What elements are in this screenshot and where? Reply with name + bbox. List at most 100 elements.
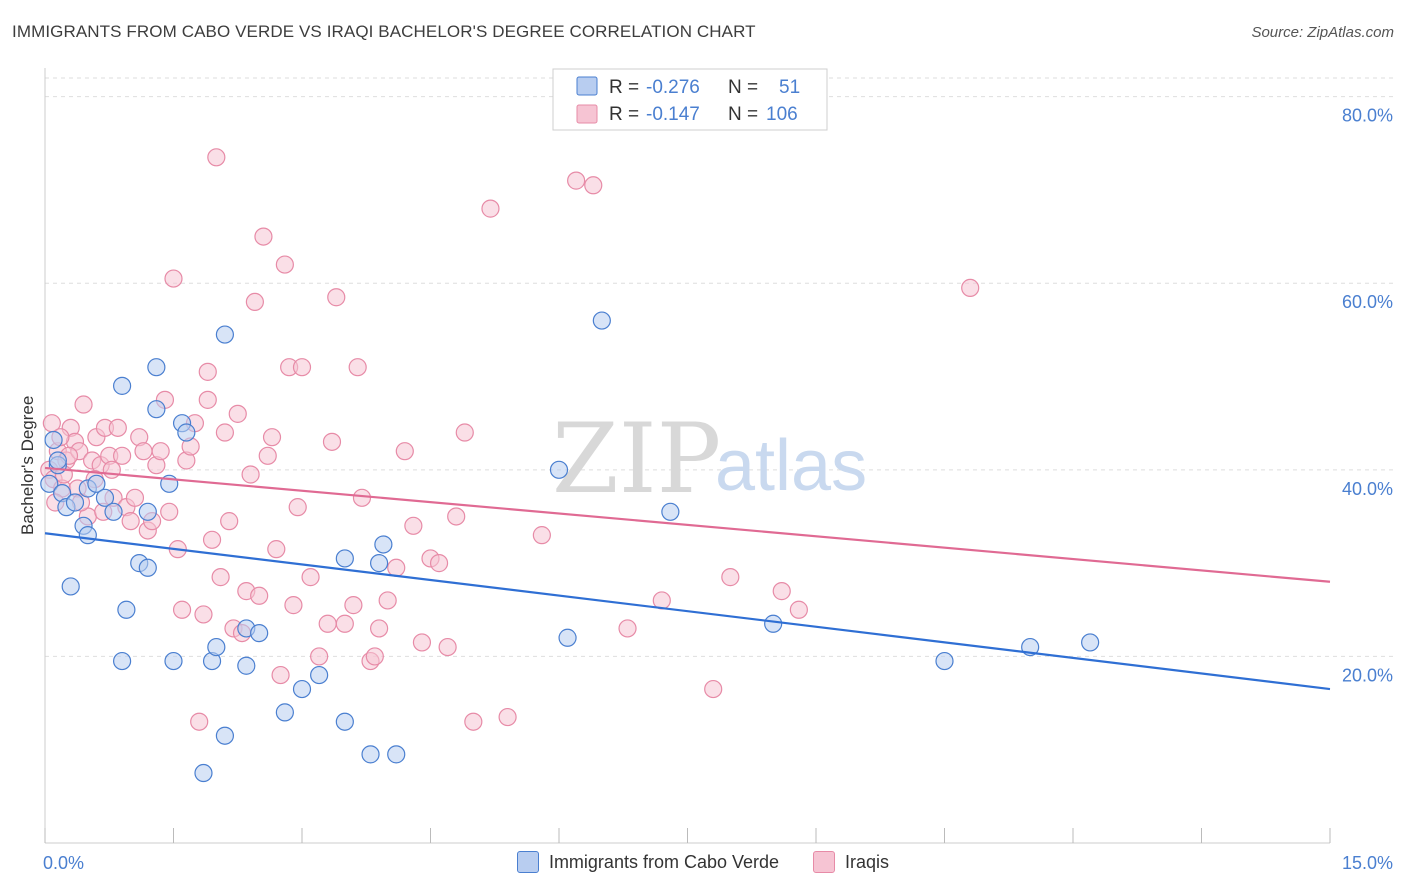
cabo-verde-point [44,430,63,450]
iraqis-point [498,707,517,727]
iraqis-point [262,428,282,447]
cabo-verde-point [48,451,67,470]
cabo-verde-point [661,502,680,521]
iraqis-point [584,176,603,195]
legend-n-label-1: N = [728,77,758,98]
legend-r-label-2: R = [609,104,639,125]
iraqis-point [102,460,121,479]
bottom-legend-item-cabo-verde: Immigrants from Cabo Verde [516,851,780,873]
iraqis-point [211,568,230,587]
iraqis-point [267,540,286,559]
iraqis-point [395,442,414,461]
trend-line-cabo-verde [44,532,1331,691]
iraqis-point [318,614,337,633]
watermark: ZIP atlas [552,403,867,515]
trend-line-iraqis [44,466,1331,583]
iraqis-point [198,362,217,381]
iraqis-point [198,390,217,409]
axes [44,68,1331,844]
iraqis-point [151,442,170,461]
iraqis-point [772,582,791,601]
cabo-verde-point [935,651,954,671]
iraqis-point [404,516,423,535]
trend-lines [44,466,1331,691]
legend-r-value-1: -0.276 [646,77,700,98]
cabo-verde-point [370,554,389,573]
cabo-verde-point [335,712,354,731]
cabo-verde-point [549,460,569,479]
iraqis-point [567,171,586,190]
iraqis-point [464,712,483,731]
cabo-verde-point [292,679,312,699]
cabo-verde-point [117,600,136,619]
cabo-verde-point [138,502,157,521]
cabo-verde-point [207,637,226,657]
legend-r-value-2: -0.147 [646,104,700,125]
iraqis-point [455,423,474,442]
cabo-verde-point [592,311,611,330]
iraqis-point [348,358,367,377]
bottom-legend-swatch-iraqis [813,851,836,873]
cabo-verde-point [310,665,329,685]
iraqis-point [202,530,222,549]
iraqis-point [220,512,239,531]
iraqis-point [74,395,93,414]
cabo-verde-point [147,400,166,419]
legend-n-value-1: 51 [779,77,800,98]
cabo-verde-point [147,358,166,377]
bottom-legend-swatch-cabo-verde [516,851,539,873]
cabo-verde-point [374,535,393,554]
cabo-verde-point [138,558,157,577]
iraqis-point [194,605,213,624]
legend-box: R = -0.276 N = 51 R = -0.147 N = 106 [552,68,828,131]
cabo-verde-point [215,325,234,344]
cabo-verde-point [87,474,106,493]
iraqis-point [250,586,269,605]
iraqis-point [438,637,457,657]
iraqis-point [160,502,179,521]
iraqis-point [789,600,808,619]
watermark-zip: ZIP [552,403,721,515]
legend-swatch-iraqis [576,104,598,124]
x-tick-label-end: 15.0% [1342,853,1393,873]
y-tick-label: 60.0% [1342,292,1393,312]
bottom-legend-label-cabo-verde: Immigrants from Cabo Verde [548,851,780,872]
iraqis-point [429,554,449,573]
iraqis-point [378,591,397,610]
iraqis-point [704,679,723,699]
cabo-verde-point [387,745,406,764]
watermark-atlas: atlas [715,426,867,506]
iraqis-point [254,227,273,246]
tick-labels: 20.0% 40.0% 60.0% 80.0% 0.0% 15.0% [43,106,1393,873]
chart-title: IMMIGRANTS FROM CABO VERDE VS IRAQI BACH… [12,22,756,41]
chart-source: Source: ZipAtlas.com [1251,24,1394,41]
iraqis-point [370,619,389,638]
series-cabo-verde-points [40,311,1100,783]
cabo-verde-point [40,474,59,493]
cabo-verde-point [275,703,294,722]
cabo-verde-point [104,502,123,521]
iraqis-point [172,600,192,619]
iraqis-point [301,568,320,587]
cabo-verde-point [335,549,354,568]
iraqis-point [134,442,153,461]
iraqis-point [228,404,247,423]
y-axis-title: Bachelor's Degree [18,396,37,535]
iraqis-point [241,465,260,484]
bottom-legend-item-iraqis: Iraqis [813,851,889,873]
iraqis-point [112,446,132,465]
iraqis-point [365,647,384,666]
cabo-verde-point [361,745,380,764]
iraqis-point [352,488,372,507]
legend-r-label-1: R = [609,77,639,98]
iraqis-point [288,498,307,517]
y-tick-label: 40.0% [1342,479,1393,499]
iraqis-point [344,596,363,615]
cabo-verde-point [112,651,132,671]
cabo-verde-point [78,526,97,545]
iraqis-point [310,647,329,666]
iraqis-point [532,526,551,545]
cabo-verde-point [65,493,85,512]
iraqis-point [322,432,342,451]
cabo-verde-point [112,376,132,395]
